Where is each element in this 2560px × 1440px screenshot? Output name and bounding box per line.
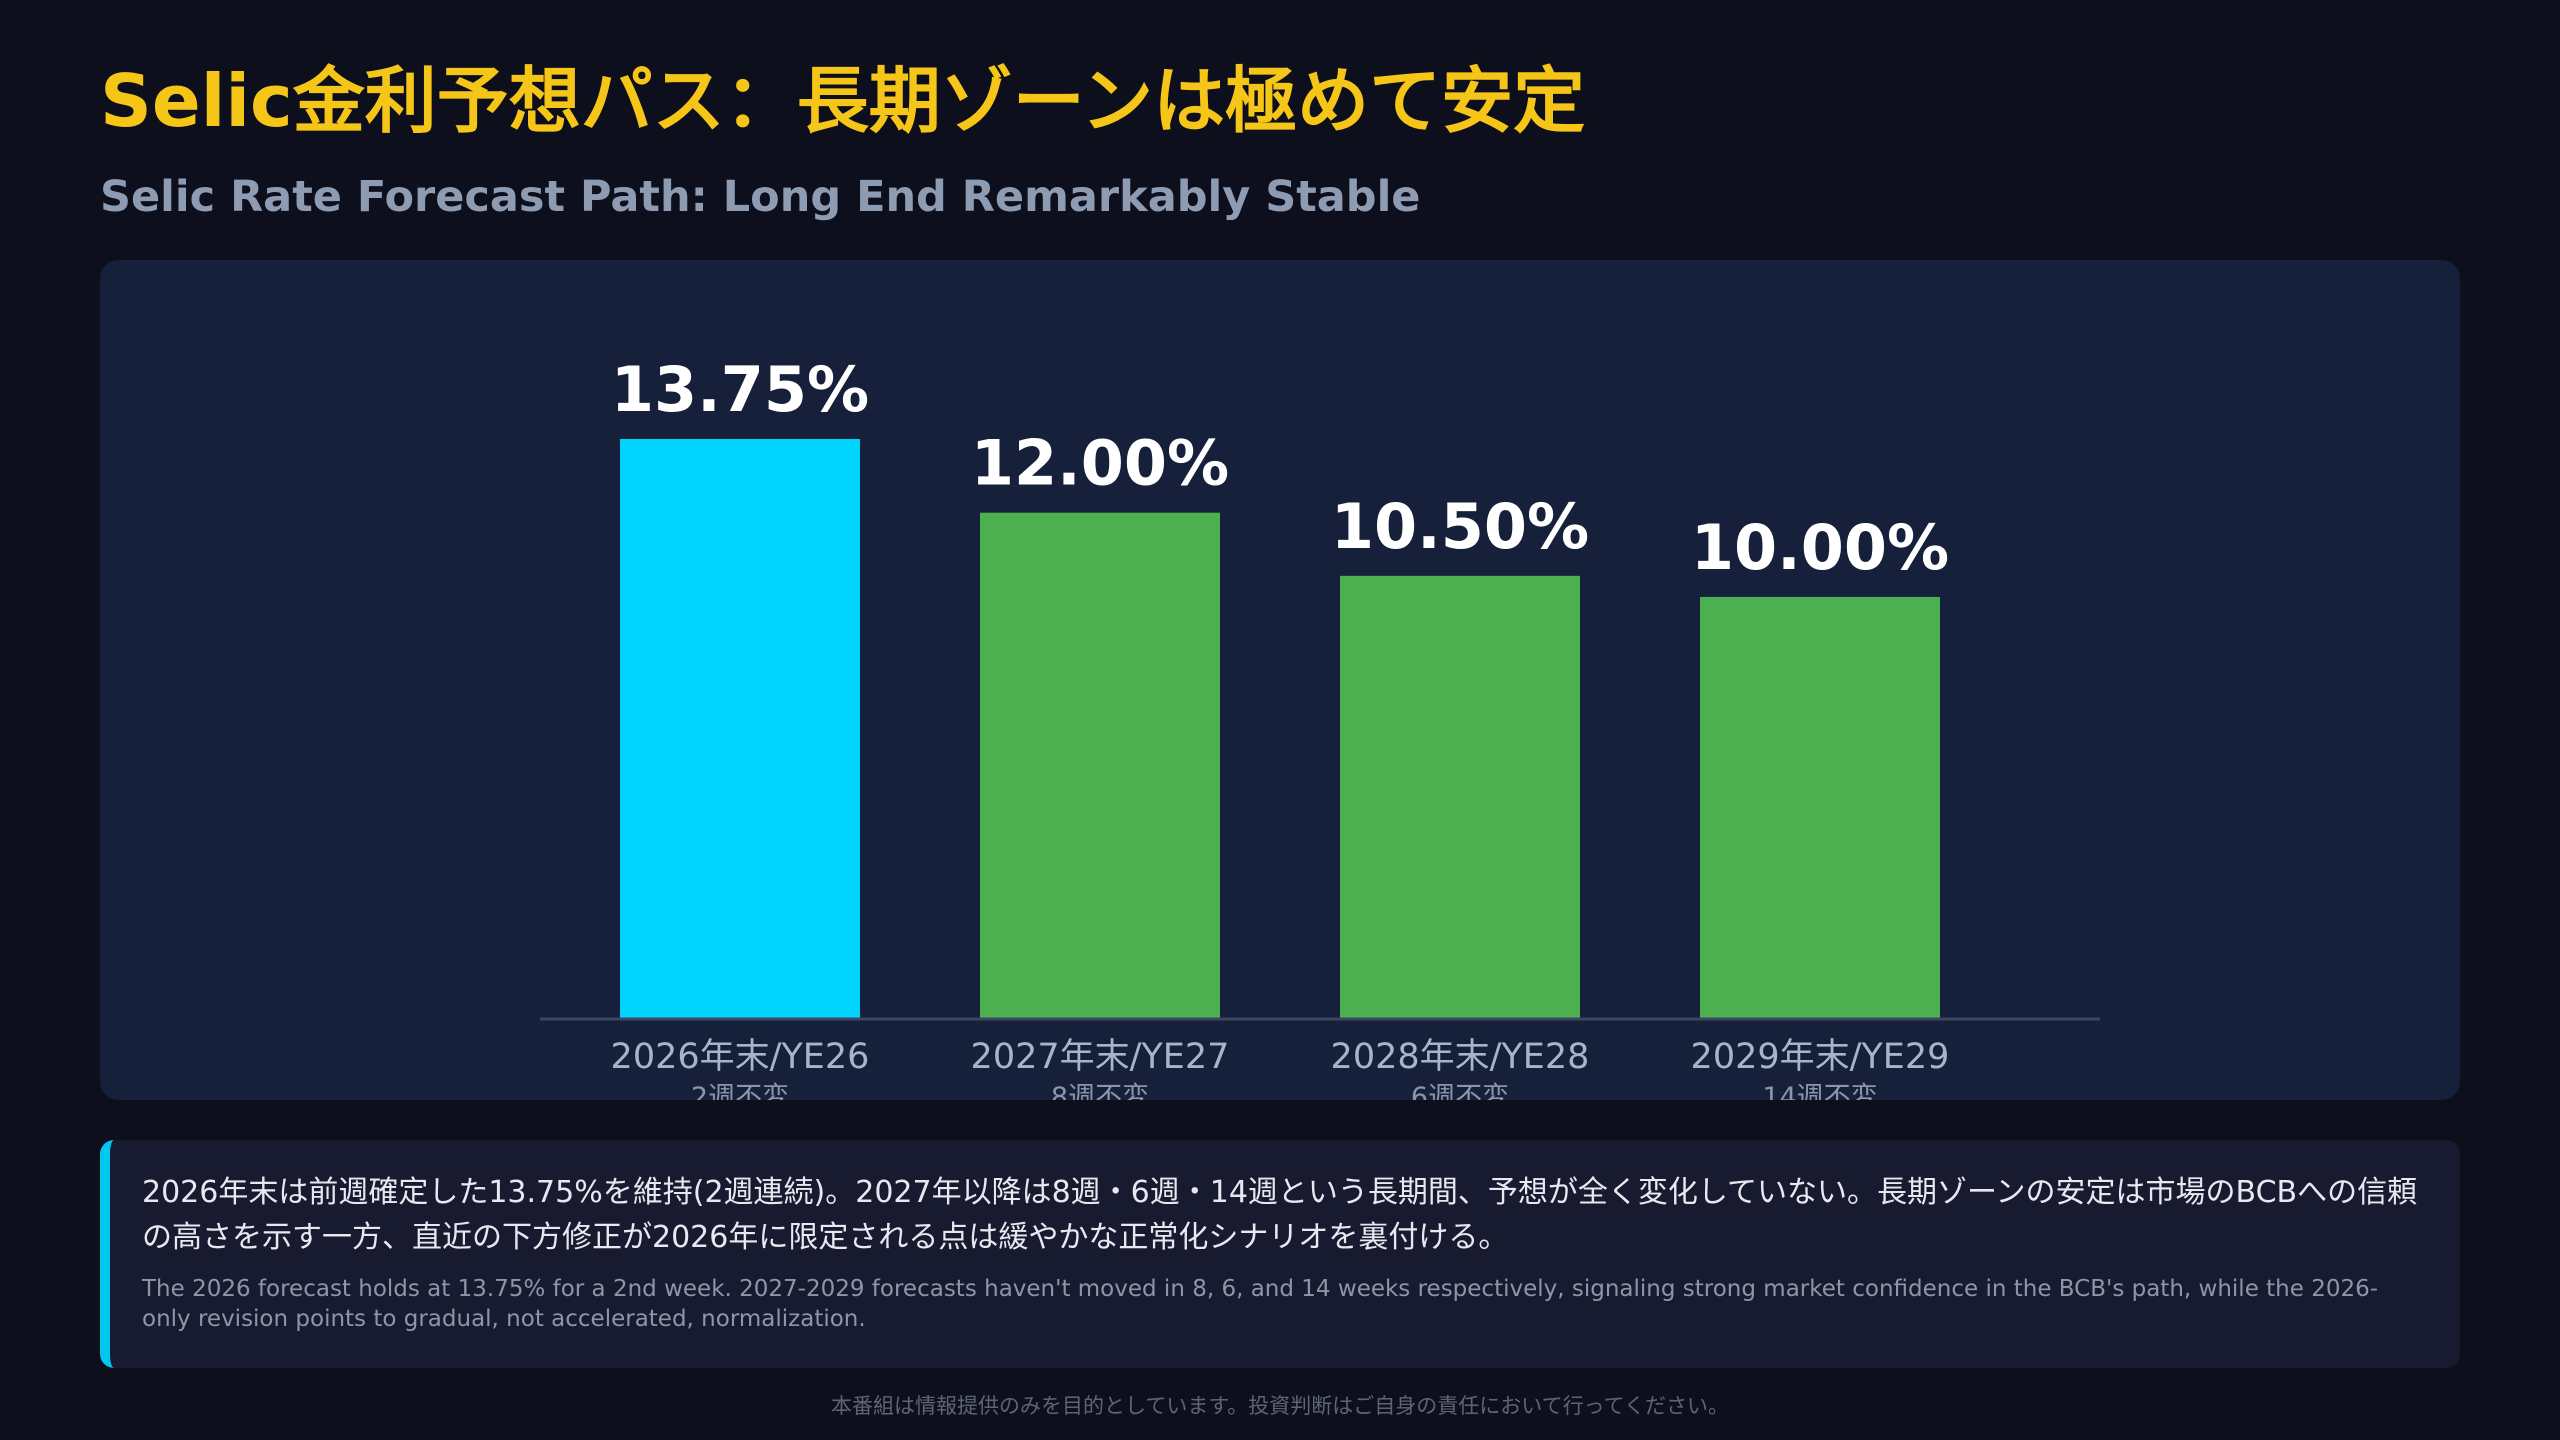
category-label-3: 2028年末/YE28 — [1331, 1037, 1590, 1077]
category-sublabel-2: 8週不変 — [1051, 1082, 1149, 1100]
bar-2 — [980, 512, 1220, 1018]
bar-4 — [1700, 596, 1940, 1018]
commentary-panel: 2026年末は前週確定した13.75%を維持(2週連続)。2027年以降は8週・… — [100, 1140, 2460, 1368]
category-sublabel-4: 14週不変 — [1762, 1082, 1877, 1100]
chart-panel: 13.75% 2026年末/YE26 2週不変 12.00% 2027年末/YE27 8週… — [100, 260, 2460, 1100]
category-sublabel-3: 6週不変 — [1411, 1082, 1509, 1100]
commentary-japanese: 2026年末は前週確定した13.75%を維持(2週連続)。2027年以降は8週・… — [142, 1175, 2418, 1255]
category-label-2: 2027年末/YE27 — [971, 1037, 1230, 1077]
data-label-2: 12.00% — [971, 427, 1229, 500]
data-label-4: 10.00% — [1691, 511, 1949, 584]
category-label-1: 2026年末/YE26 — [611, 1037, 870, 1077]
category-label-4: 2029年末/YE29 — [1691, 1037, 1950, 1077]
disclaimer: 本番組は情報提供のみを目的としています。投資判断はご自身の責任において行ってくだ… — [831, 1394, 1729, 1418]
page-subtitle: Selic Rate Forecast Path: Long End Remar… — [100, 172, 1421, 222]
bar-chart: 13.75% 2026年末/YE26 2週不変 12.00% 2027年末/YE27 8週… — [540, 353, 2100, 1100]
bar-1 — [620, 439, 860, 1018]
data-label-3: 10.50% — [1331, 490, 1589, 563]
bar-3 — [1340, 575, 1580, 1018]
data-label-1: 13.75% — [611, 353, 869, 426]
commentary-english: The 2026 forecast holds at 13.75% for a … — [142, 1276, 2379, 1332]
category-sublabel-1: 2週不変 — [691, 1082, 789, 1100]
page-title: Selic金利予想パス：長期ゾーンは極めて安定 — [100, 59, 1586, 143]
